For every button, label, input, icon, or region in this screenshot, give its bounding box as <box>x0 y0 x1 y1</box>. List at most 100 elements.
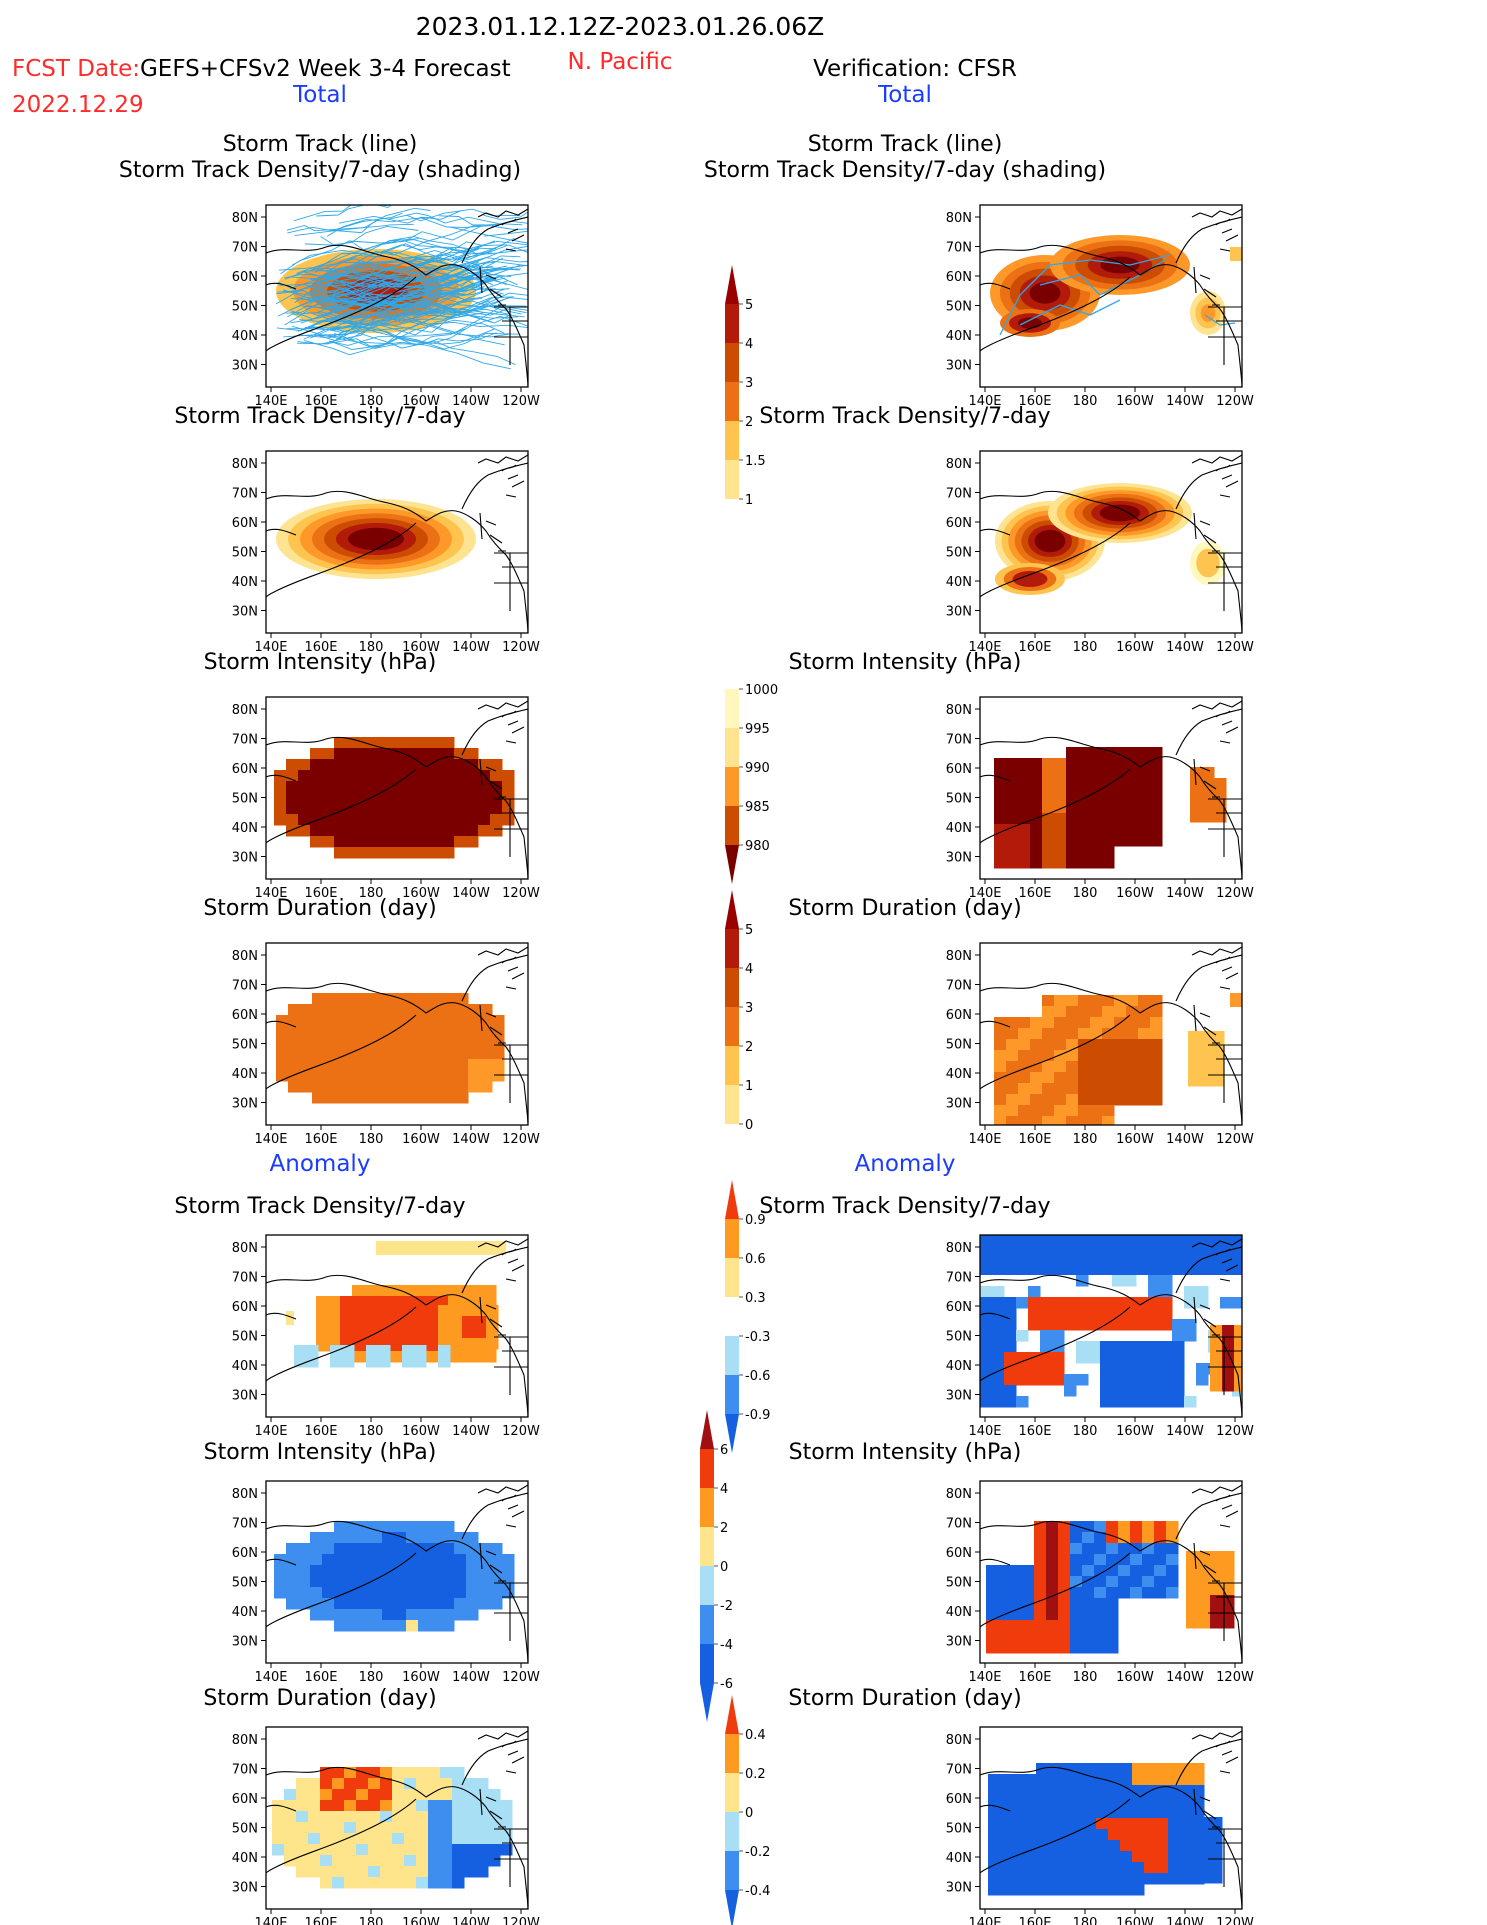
grid-cell <box>1136 1385 1149 1397</box>
grid-cell <box>980 1286 993 1298</box>
colorbar-arrow <box>700 1683 714 1722</box>
grid-cell <box>1016 1330 1029 1342</box>
grid-cell <box>492 1070 505 1082</box>
grid-cell <box>396 1004 409 1016</box>
lat-tick-label: 60N <box>232 1792 258 1807</box>
colorbar-segment <box>725 1375 739 1414</box>
grid-cell <box>1078 1116 1091 1125</box>
lon-tick-label: 160E <box>304 1670 337 1685</box>
grid-cell <box>1166 1532 1179 1544</box>
grid-cell <box>1200 1053 1213 1065</box>
grid-cell <box>394 1620 407 1632</box>
grid-cell <box>1154 1521 1167 1533</box>
fc-title-track-shading: Storm Track Density/7-day (shading) <box>118 158 522 183</box>
grid-cell <box>988 1884 1001 1896</box>
grid-cell <box>1102 824 1115 836</box>
grid-cell <box>1004 1396 1017 1408</box>
grid-cell <box>490 1587 503 1599</box>
coastline <box>266 1558 297 1566</box>
grid-cell <box>1096 1774 1109 1786</box>
grid-cell <box>1108 1818 1121 1830</box>
grid-cell <box>1126 769 1139 781</box>
grid-cell <box>432 993 445 1005</box>
lon-tick-label: 140E <box>968 886 1001 901</box>
grid-cell <box>1114 1083 1127 1095</box>
fcst-date-prefix: FCST Date: <box>12 56 140 82</box>
coastline <box>980 1558 1011 1566</box>
grid-cell <box>1210 1380 1223 1392</box>
grid-cell <box>1054 995 1067 1007</box>
grid-cell <box>394 1576 407 1588</box>
grid-cell <box>986 1642 999 1654</box>
grid-cell <box>298 1598 311 1610</box>
grid-cell <box>1060 1807 1073 1819</box>
grid-cell <box>502 1587 515 1599</box>
grid-cell <box>1030 1083 1043 1095</box>
lat-tick-label: 50N <box>946 1330 972 1345</box>
grid-cell <box>394 836 407 848</box>
grid-cell <box>1078 758 1091 770</box>
lon-tick-label: 160E <box>1018 1670 1051 1685</box>
grid-cell <box>1076 1374 1089 1386</box>
grid-cell <box>1234 1358 1242 1370</box>
grid-cell <box>276 1070 289 1082</box>
grid-cell <box>382 836 395 848</box>
grid-cell <box>1172 1363 1185 1375</box>
grid-cell <box>1088 1297 1101 1309</box>
grid-cell <box>1004 1374 1017 1386</box>
grid-cell <box>442 836 455 848</box>
grid-cell <box>358 1609 371 1621</box>
grid-cell <box>334 781 347 793</box>
grid-cell <box>1084 1774 1097 1786</box>
grid-cell <box>1058 1554 1071 1566</box>
grid-cell <box>1060 1840 1073 1852</box>
grid-cell <box>1076 1341 1089 1353</box>
grid-cell <box>1066 846 1079 858</box>
grid-cell <box>334 1543 347 1555</box>
grid-cell <box>1120 1785 1133 1797</box>
grid-cell <box>994 1017 1007 1029</box>
grid-cell <box>334 1609 347 1621</box>
grid-cell <box>334 748 347 760</box>
grid-cell <box>356 1833 369 1845</box>
grid-cell <box>300 1070 313 1082</box>
grid-cell <box>296 1822 309 1834</box>
grid-cell <box>488 1822 501 1834</box>
coastline <box>479 1542 506 1582</box>
grid-cell <box>308 1833 321 1845</box>
grid-cell <box>1042 835 1055 847</box>
grid-cell <box>1156 1851 1169 1863</box>
grid-cell <box>1058 1532 1071 1544</box>
grid-cell <box>432 1059 445 1071</box>
coastline <box>501 218 525 252</box>
lat-tick-label: 60N <box>946 1546 972 1561</box>
grid-cell <box>1066 1072 1079 1084</box>
grid-cell <box>998 1631 1011 1643</box>
grid-cell <box>1168 1840 1181 1852</box>
grid-cell <box>1090 1028 1103 1040</box>
grid-cell <box>1000 1829 1013 1841</box>
vf-title-intensity-anom: Storm Intensity (hPa) <box>788 1440 1022 1465</box>
grid-cell <box>418 1576 431 1588</box>
grid-cell <box>1094 1642 1107 1654</box>
grid-cell <box>1130 1532 1143 1544</box>
grid-cell <box>1166 1543 1179 1555</box>
coastline <box>1208 552 1242 611</box>
grid-cell <box>1030 1028 1043 1040</box>
grid-cell <box>370 803 383 815</box>
grid-cell <box>1046 1620 1059 1632</box>
grid-cell <box>432 1037 445 1049</box>
grid-cell <box>1018 835 1031 847</box>
grid-cell <box>310 1598 323 1610</box>
grid-cell <box>308 1789 321 1801</box>
grid-cell <box>418 1598 431 1610</box>
grid-cell <box>486 1327 499 1339</box>
grid-cell <box>346 781 359 793</box>
lon-tick-label: 180 <box>359 640 384 655</box>
grid-cell <box>388 1285 401 1297</box>
grid-cell <box>456 1092 469 1104</box>
grid-cell <box>1030 835 1043 847</box>
map-frame <box>265 696 529 880</box>
density-contour <box>1196 548 1220 578</box>
grid-cell <box>992 1396 1005 1408</box>
